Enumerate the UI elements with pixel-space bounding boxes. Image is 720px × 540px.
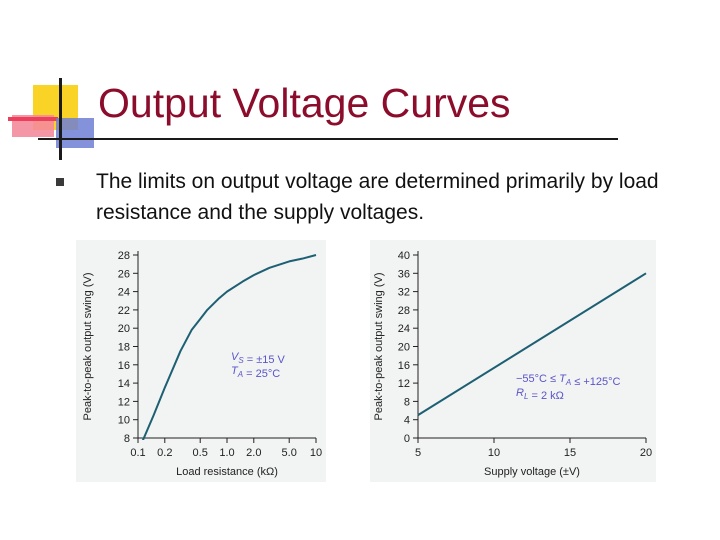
- annotation-load: RL = 2 kΩ: [516, 387, 564, 402]
- x-tick-label: 20: [640, 447, 652, 459]
- y-tick-label: 8: [124, 433, 130, 445]
- x-tick-label: 1.0: [219, 447, 234, 459]
- x-tick-label: 10: [310, 447, 322, 459]
- x-tick-label: 0.2: [157, 447, 172, 459]
- y-tick-label: 10: [118, 415, 130, 427]
- y-tick-label: 8: [404, 396, 410, 408]
- annotation-temperature: TA = 25°C: [231, 365, 280, 380]
- series-line-0: [141, 254, 317, 440]
- y-tick-label: 16: [118, 360, 130, 372]
- supply-voltage-chart: 0 4 8 12 16 20 24 28 32 36 40 5 10 15 20 Supply voltage…: [370, 240, 656, 482]
- x-tick-label: 0.1: [130, 447, 145, 459]
- y-tick-label: 24: [398, 323, 410, 335]
- load-resistance-chart: 8 10 12 14 16 18 20 22 24 26 28 0.1 0.2 0.5 1.0 2.0 5.0 1…: [76, 240, 326, 482]
- x-tick-label: 2.0: [246, 447, 261, 459]
- annotation-supply: VS = ±15 V: [231, 351, 286, 366]
- y-tick-label: 12: [118, 396, 130, 408]
- logo-pink-stripe: [8, 117, 58, 121]
- y-tick-label: 12: [398, 378, 410, 390]
- y-tick-label: 14: [118, 378, 130, 390]
- annotation-temperature-range: −55°C ≤ TA ≤ +125°C: [516, 373, 621, 388]
- slide-title: Output Voltage Curves: [98, 80, 511, 126]
- y-axis-label: Peak-to-peak output swing (V): [82, 273, 94, 421]
- y-tick-label: 24: [118, 287, 130, 299]
- y-tick-label: 0: [404, 433, 410, 445]
- y-tick-label: 28: [118, 250, 130, 262]
- bullet-icon: [56, 178, 64, 186]
- y-tick-label: 20: [118, 323, 130, 335]
- y-tick-label: 26: [118, 268, 130, 280]
- x-tick-label: 0.5: [193, 447, 208, 459]
- y-tick-label: 40: [398, 250, 410, 262]
- title-underline: [38, 138, 618, 140]
- x-tick-label: 15: [564, 447, 576, 459]
- x-axis-label: Load resistance (kΩ): [176, 466, 278, 478]
- series-line-0: [417, 272, 647, 416]
- y-tick-label: 36: [398, 268, 410, 280]
- y-tick-label: 20: [398, 342, 410, 354]
- logo-blue-square: [56, 118, 94, 148]
- y-tick-label: 18: [118, 342, 130, 354]
- x-tick-label: 5.0: [282, 447, 297, 459]
- y-tick-label: 16: [398, 360, 410, 372]
- load-resistance-chart-svg: 8 10 12 14 16 18 20 22 24 26 28 0.1 0.2 0.5 1.0 2.0 5.0 1…: [82, 250, 322, 478]
- y-axis-label: Peak-to-peak output swing (V): [373, 273, 385, 421]
- y-tick-label: 4: [404, 415, 410, 427]
- logo-vertical-line: [59, 78, 62, 160]
- y-tick-label: 28: [398, 305, 410, 317]
- x-axis-label: Supply voltage (±V): [484, 466, 580, 478]
- y-tick-label: 32: [398, 287, 410, 299]
- y-tick-label: 22: [118, 305, 130, 317]
- supply-voltage-chart-svg: 0 4 8 12 16 20 24 28 32 36 40 5 10 15 20 Supply voltage…: [373, 250, 652, 478]
- x-tick-label: 10: [488, 447, 500, 459]
- bullet-text: The limits on output voltage are determi…: [96, 170, 659, 224]
- x-tick-label: 5: [415, 447, 421, 459]
